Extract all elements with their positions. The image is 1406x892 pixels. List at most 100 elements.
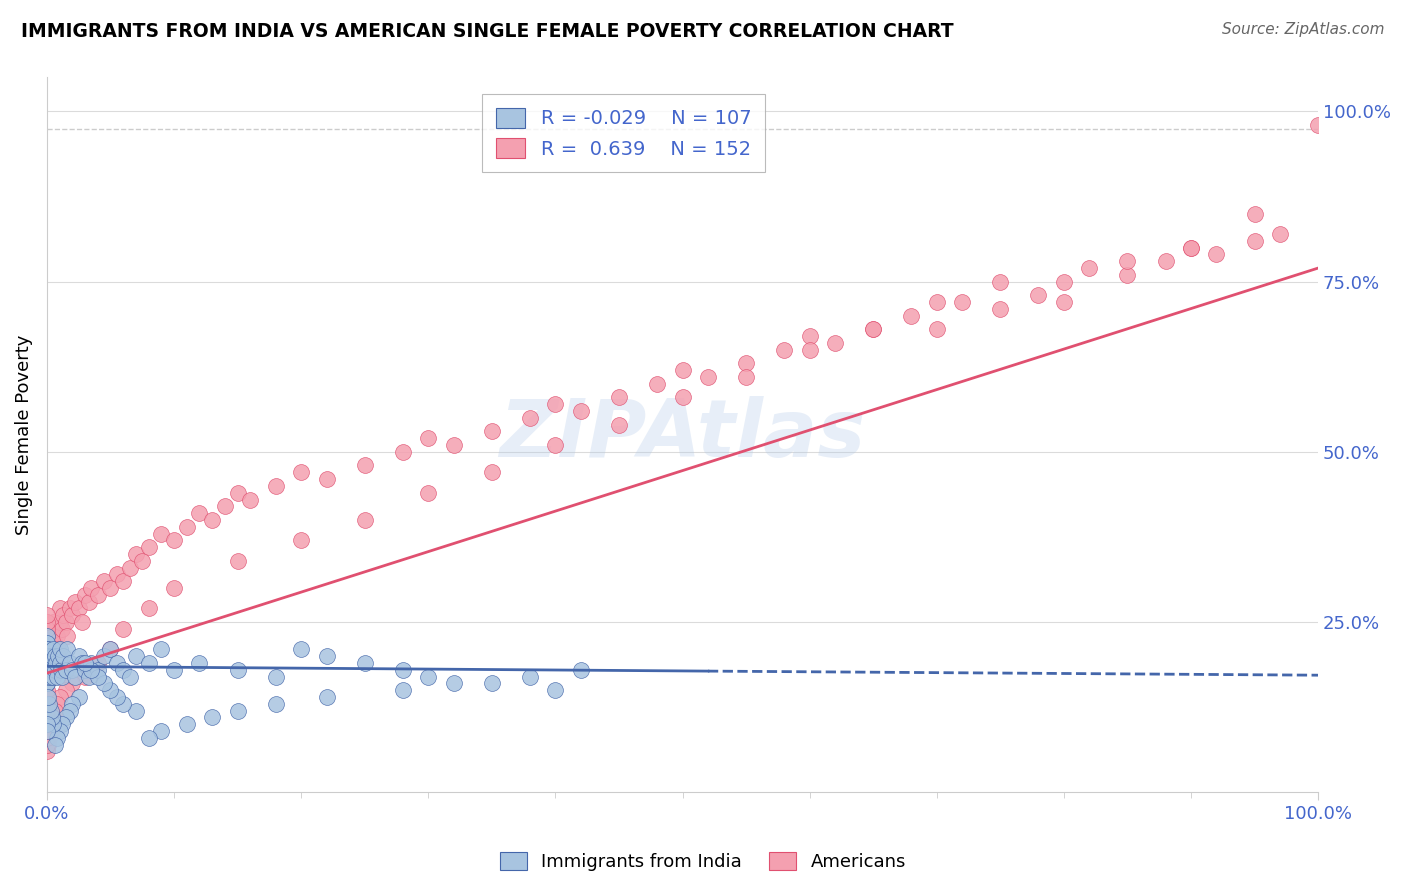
Text: IMMIGRANTS FROM INDIA VS AMERICAN SINGLE FEMALE POVERTY CORRELATION CHART: IMMIGRANTS FROM INDIA VS AMERICAN SINGLE… — [21, 22, 953, 41]
Point — [138, 656, 160, 670]
Point — [37, 738, 59, 752]
Point — [290, 642, 312, 657]
Point — [112, 663, 135, 677]
Point — [35, 656, 58, 670]
Point — [44, 635, 66, 649]
Point — [112, 574, 135, 589]
Point — [35, 656, 58, 670]
Point — [67, 690, 90, 704]
Point — [1028, 288, 1050, 302]
Point — [35, 629, 58, 643]
Point — [35, 731, 58, 745]
Point — [46, 697, 69, 711]
Point — [35, 656, 58, 670]
Point — [35, 629, 58, 643]
Point — [35, 635, 58, 649]
Point — [418, 431, 440, 445]
Point — [73, 669, 96, 683]
Point — [37, 690, 59, 704]
Point — [39, 704, 62, 718]
Point — [1268, 227, 1291, 241]
Point — [80, 663, 103, 677]
Point — [35, 717, 58, 731]
Point — [35, 642, 58, 657]
Point — [118, 669, 141, 683]
Point — [41, 710, 63, 724]
Point — [163, 533, 186, 548]
Point — [264, 479, 287, 493]
Point — [100, 642, 122, 657]
Point — [481, 465, 503, 479]
Point — [35, 676, 58, 690]
Point — [163, 663, 186, 677]
Point — [35, 738, 58, 752]
Point — [35, 615, 58, 629]
Point — [38, 642, 60, 657]
Point — [544, 397, 567, 411]
Point — [1078, 261, 1101, 276]
Legend: Immigrants from India, Americans: Immigrants from India, Americans — [492, 845, 914, 879]
Point — [735, 356, 758, 370]
Point — [49, 663, 72, 677]
Point — [138, 601, 160, 615]
Point — [1180, 241, 1202, 255]
Point — [35, 635, 58, 649]
Point — [118, 560, 141, 574]
Point — [63, 669, 86, 683]
Point — [35, 642, 58, 657]
Point — [35, 642, 58, 657]
Point — [125, 704, 148, 718]
Point — [315, 649, 337, 664]
Point — [35, 649, 58, 664]
Point — [35, 656, 58, 670]
Point — [42, 717, 65, 731]
Point — [1180, 241, 1202, 255]
Point — [35, 622, 58, 636]
Point — [1308, 118, 1330, 132]
Point — [35, 669, 58, 683]
Point — [443, 676, 465, 690]
Point — [35, 649, 58, 664]
Point — [46, 731, 69, 745]
Point — [35, 649, 58, 664]
Point — [35, 642, 58, 657]
Point — [607, 391, 630, 405]
Point — [226, 704, 249, 718]
Point — [48, 656, 70, 670]
Point — [176, 717, 198, 731]
Point — [1243, 206, 1265, 220]
Point — [353, 513, 375, 527]
Point — [60, 608, 83, 623]
Point — [264, 697, 287, 711]
Point — [39, 724, 62, 739]
Point — [41, 629, 63, 643]
Point — [39, 656, 62, 670]
Point — [35, 608, 58, 623]
Point — [35, 663, 58, 677]
Point — [988, 301, 1011, 316]
Point — [443, 438, 465, 452]
Point — [1154, 254, 1177, 268]
Point — [353, 656, 375, 670]
Point — [35, 635, 58, 649]
Point — [35, 676, 58, 690]
Point — [35, 663, 58, 677]
Point — [42, 615, 65, 629]
Point — [51, 717, 73, 731]
Point — [138, 731, 160, 745]
Point — [45, 622, 67, 636]
Point — [150, 526, 173, 541]
Point — [35, 642, 58, 657]
Point — [77, 595, 100, 609]
Point — [52, 608, 75, 623]
Point — [900, 309, 922, 323]
Point — [48, 724, 70, 739]
Point — [519, 410, 541, 425]
Point — [56, 642, 79, 657]
Point — [80, 656, 103, 670]
Point — [35, 656, 58, 670]
Point — [38, 697, 60, 711]
Point — [35, 669, 58, 683]
Point — [290, 533, 312, 548]
Point — [35, 744, 58, 758]
